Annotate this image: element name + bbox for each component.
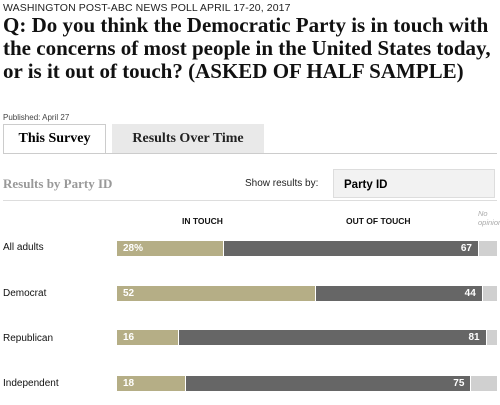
result-bar: 18 75 — [117, 376, 497, 391]
out-of-touch-value: 67 — [460, 243, 472, 254]
show-results-label: Show results by: — [245, 178, 319, 189]
in-touch-segment: 18 — [117, 376, 186, 391]
row-label: Republican — [3, 333, 54, 344]
tab-bar: This Survey Results Over Time — [0, 124, 500, 154]
in-touch-value: 18 — [123, 378, 135, 389]
result-bar: 16 81 — [117, 330, 497, 345]
result-bar: 52 44 — [117, 286, 497, 301]
no-opinion-segment — [482, 286, 497, 301]
in-touch-value: 16 — [123, 332, 135, 343]
row-label: Independent — [3, 378, 59, 389]
row-label: Democrat — [3, 288, 47, 299]
out-of-touch-segment: 67 — [224, 241, 478, 256]
tab-this-survey[interactable]: This Survey — [3, 124, 106, 154]
published-date: Published: April 27 — [3, 113, 70, 122]
out-of-touch-value: 44 — [464, 288, 476, 299]
tab-results-over-time[interactable]: Results Over Time — [112, 124, 264, 154]
poll-kicker: WASHINGTON POST-ABC NEWS POLL APRIL 17-2… — [3, 2, 291, 14]
out-of-touch-segment: 44 — [315, 286, 482, 301]
in-touch-value: 28% — [123, 243, 144, 254]
results-panel: Results by Party ID Show results by: Par… — [0, 154, 500, 405]
in-touch-header: IN TOUCH — [182, 216, 223, 226]
result-bar: 28% 67 — [117, 241, 497, 256]
in-touch-segment: 16 — [117, 330, 178, 345]
results-by-select[interactable]: Party ID — [333, 169, 495, 198]
tab-underline — [3, 153, 497, 154]
in-touch-segment: 28% — [117, 241, 224, 256]
row-label: All adults — [3, 242, 44, 253]
out-of-touch-segment: 75 — [186, 376, 471, 391]
out-of-touch-segment: 81 — [178, 330, 486, 345]
no-opinion-header: No opinion — [478, 209, 500, 227]
no-opinion-segment — [479, 241, 497, 256]
out-of-touch-value: 75 — [453, 378, 465, 389]
no-opinion-segment — [486, 330, 497, 345]
in-touch-value: 52 — [123, 288, 135, 299]
no-opinion-segment — [471, 376, 497, 391]
poll-question: Q: Do you think the Democratic Party is … — [3, 13, 491, 83]
out-of-touch-header: OUT OF TOUCH — [346, 216, 411, 226]
out-of-touch-value: 81 — [468, 332, 480, 343]
results-divider — [3, 200, 497, 201]
results-title: Results by Party ID — [3, 176, 113, 191]
in-touch-segment: 52 — [117, 286, 315, 301]
